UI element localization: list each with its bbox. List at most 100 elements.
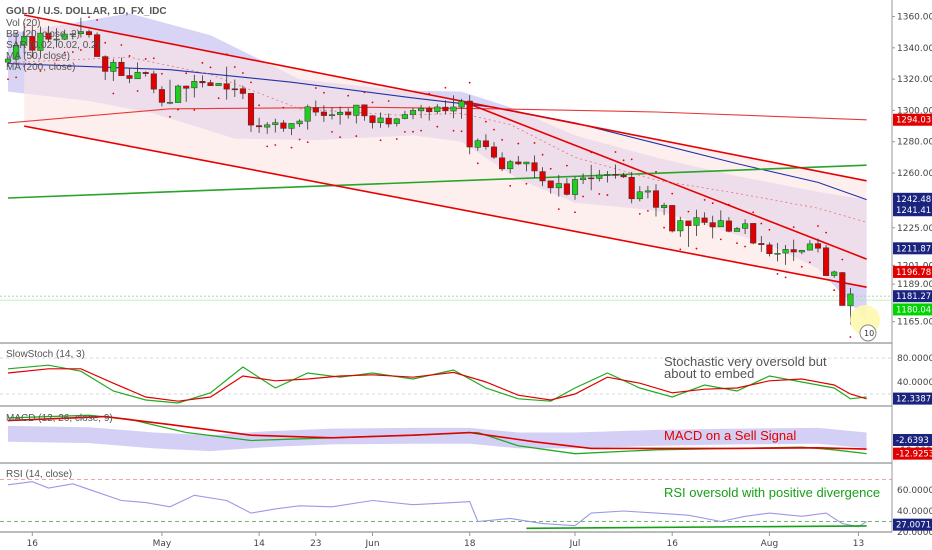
- candle-body: [458, 100, 465, 108]
- sar-dot: [444, 86, 447, 89]
- candle: [191, 74, 198, 111]
- candle: [507, 159, 514, 187]
- price-tick-label: 1165.00: [897, 318, 932, 328]
- sar-dot: [258, 104, 260, 107]
- sar-dot: [566, 164, 568, 167]
- candle-body: [515, 161, 522, 165]
- candle-body: [490, 146, 498, 158]
- candle-body: [166, 102, 174, 104]
- x-tick-label: Aug: [761, 539, 779, 549]
- candle-body: [588, 177, 595, 180]
- candle-body: [320, 111, 327, 116]
- price-panel[interactable]: [0, 11, 892, 338]
- candle-body: [361, 104, 368, 117]
- candle: [685, 210, 692, 247]
- rsi-divergence-line: [526, 525, 867, 530]
- dividend-marker[interactable]: 10: [850, 305, 880, 342]
- price-tick-label: 1320.00: [897, 75, 932, 85]
- candle: [490, 128, 498, 159]
- price-tick-label: 1360.00: [897, 13, 932, 23]
- sar-dot: [687, 210, 690, 213]
- sar-dot: [169, 115, 171, 118]
- candle-body: [247, 93, 255, 126]
- candle: [61, 29, 68, 54]
- price-tick-label: 1225.00: [897, 224, 932, 234]
- candle: [328, 107, 336, 133]
- price-badge-bg: [893, 303, 932, 316]
- sar-dot: [671, 192, 674, 195]
- sar-dot: [800, 265, 803, 268]
- sar-dot: [776, 273, 779, 275]
- candle-body: [199, 81, 206, 84]
- stoch-title: SlowStoch (14, 3): [6, 349, 85, 360]
- price-tick-label: 1340.00: [897, 44, 932, 54]
- sar-dot: [436, 125, 439, 128]
- sar-dot: [233, 66, 236, 68]
- x-tick-label: 14: [253, 539, 265, 549]
- axes: 1360.00 1340.00 1320.00 1300.00 1280.00 1260.…: [27, 13, 932, 549]
- candle-body: [823, 247, 830, 276]
- rsi-tick-label: 20.0000: [897, 528, 932, 538]
- sar-dot: [209, 66, 212, 69]
- candle-body: [774, 253, 781, 255]
- candle-body: [628, 176, 635, 200]
- price-tick-label: 1260.00: [897, 169, 932, 179]
- candle-body: [296, 120, 303, 125]
- candle: [798, 249, 805, 268]
- candle: [280, 106, 287, 132]
- candle-body: [636, 191, 643, 200]
- dividend-badge: [859, 324, 877, 342]
- candle: [782, 244, 789, 279]
- candle: [790, 226, 797, 261]
- candle: [296, 119, 303, 141]
- sar-dot: [379, 139, 382, 142]
- sar-dot: [96, 19, 98, 21]
- candle-body: [677, 220, 684, 232]
- candle-body: [563, 183, 570, 195]
- candle: [409, 107, 417, 133]
- candle-body: [709, 222, 716, 228]
- candle: [450, 95, 457, 132]
- candle-body: [29, 35, 36, 51]
- candle: [85, 16, 93, 38]
- sar-dot: [323, 91, 325, 94]
- stoch-k-line: [7, 364, 867, 404]
- candle-body: [450, 106, 457, 112]
- candle-body: [418, 107, 425, 112]
- sar-dot: [760, 222, 763, 225]
- sar-dot: [39, 70, 42, 72]
- rsi-title: RSI (14, close): [6, 469, 72, 480]
- candle-body: [328, 114, 336, 116]
- candle-body: [21, 35, 28, 46]
- sar-dot: [15, 76, 17, 79]
- macd-histogram: [8, 425, 867, 452]
- price-badge-label: 1211.87: [896, 244, 931, 254]
- bollinger-basis: [7, 56, 867, 223]
- sar-dot: [744, 245, 746, 248]
- candle: [620, 159, 627, 179]
- candle-body: [555, 183, 562, 189]
- series-line-2: [7, 164, 867, 199]
- candle-body: [94, 34, 101, 57]
- sar-dot: [23, 65, 26, 68]
- sar-dot: [250, 81, 252, 84]
- sar-dot: [298, 138, 301, 141]
- candle: [29, 11, 36, 58]
- candle: [580, 173, 587, 198]
- indicator-panels[interactable]: [0, 357, 892, 530]
- sar-dot: [736, 242, 738, 245]
- stoch-d-line: [7, 368, 867, 402]
- sar-dot: [849, 336, 852, 338]
- candle: [588, 151, 595, 191]
- price-badge-bg: [893, 242, 932, 255]
- price-badge-bg: [893, 204, 932, 217]
- series-line-3: [24, 14, 867, 182]
- x-tick-label: Jul: [569, 539, 581, 549]
- candle-body: [798, 250, 805, 253]
- candle: [215, 83, 222, 100]
- candle: [628, 158, 635, 204]
- candle: [312, 87, 319, 116]
- candle-body: [280, 122, 287, 129]
- candle: [77, 17, 84, 51]
- candle: [158, 72, 165, 107]
